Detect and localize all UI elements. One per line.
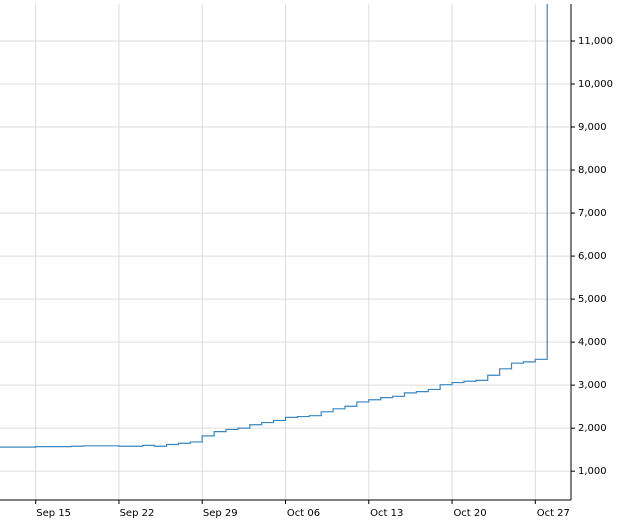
x-tick-label: Oct 13	[370, 508, 403, 519]
x-tick-label: Oct 27	[537, 508, 570, 519]
data-line	[0, 4, 548, 448]
y-tick-label: 6,000	[578, 251, 607, 262]
plot-area	[0, 4, 548, 448]
x-tick-label: Sep 29	[203, 508, 238, 519]
y-tick-label: 11,000	[578, 36, 613, 47]
y-tick-label: 2,000	[578, 423, 607, 434]
y-tick-label: 4,000	[578, 337, 607, 348]
y-tick-label: 5,000	[578, 294, 607, 305]
x-tick-label: Oct 20	[453, 508, 486, 519]
x-tick-label: Sep 15	[36, 508, 71, 519]
y-tick-label: 3,000	[578, 380, 607, 391]
y-tick-label: 7,000	[578, 208, 607, 219]
y-tick-label: 1,000	[578, 466, 607, 477]
y-tick-label: 10,000	[578, 79, 613, 90]
x-tick-label: Sep 22	[120, 508, 155, 519]
x-tick-label: Oct 06	[287, 508, 320, 519]
y-tick-label: 8,000	[578, 165, 607, 176]
y-tick-label: 9,000	[578, 122, 607, 133]
